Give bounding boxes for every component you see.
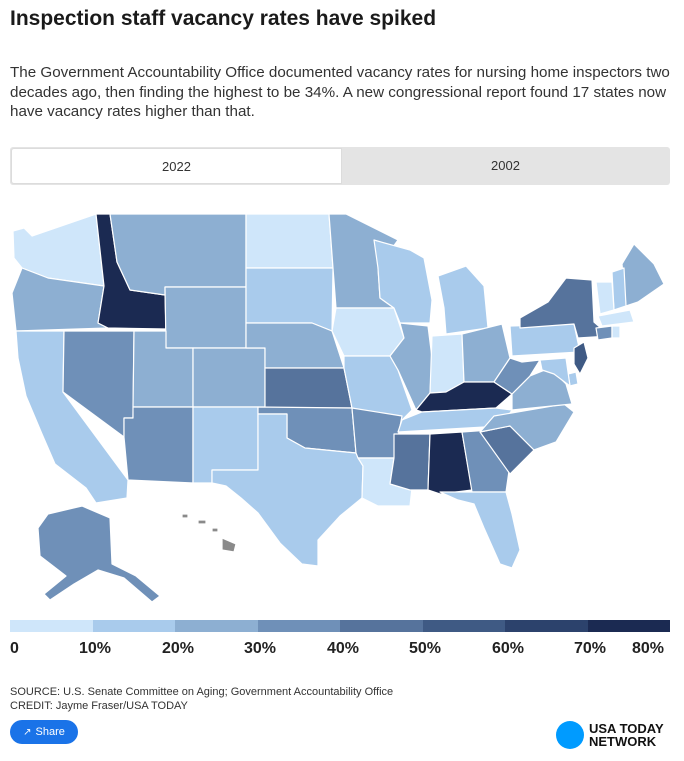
state-co[interactable] xyxy=(192,347,266,408)
state-ks[interactable] xyxy=(264,367,353,409)
legend-swatch-0 xyxy=(10,620,93,632)
state-ma[interactable] xyxy=(597,309,635,327)
legend-label-80: 80% xyxy=(632,640,665,657)
state-hi[interactable] xyxy=(181,513,237,553)
legend-swatch-7 xyxy=(587,620,670,632)
state-sd[interactable] xyxy=(245,267,334,332)
legend-label-40: 40% xyxy=(327,640,360,657)
state-wi[interactable] xyxy=(373,239,433,324)
state-ms[interactable] xyxy=(389,433,431,491)
state-ct[interactable] xyxy=(595,325,613,341)
chart-subtitle: The Government Accountability Office doc… xyxy=(10,64,670,120)
share-label: Share xyxy=(35,726,65,738)
logo-text: USA TODAY NETWORK xyxy=(589,721,664,749)
us-vacancy-map xyxy=(11,213,665,603)
legend-color-scale xyxy=(10,620,670,632)
tab-2022[interactable]: 2022 xyxy=(12,149,341,183)
legend-swatch-2 xyxy=(175,620,258,632)
legend-label-70: 70% xyxy=(574,640,607,657)
state-az[interactable] xyxy=(123,406,194,484)
chart-title: Inspection staff vacancy rates have spik… xyxy=(10,7,437,30)
share-icon: ↗ xyxy=(23,727,32,738)
state-ri[interactable] xyxy=(611,325,621,339)
state-nj[interactable] xyxy=(573,341,589,375)
state-fl[interactable] xyxy=(439,491,521,569)
legend-label-0: 0 xyxy=(10,640,19,657)
legend-swatch-1 xyxy=(92,620,175,632)
logo-circle-icon xyxy=(556,721,584,749)
legend-label-20: 20% xyxy=(162,640,195,657)
legend-swatch-6 xyxy=(505,620,588,632)
legend-swatch-5 xyxy=(422,620,505,632)
credit-text: CREDIT: Jayme Fraser/USA TODAY xyxy=(10,700,188,712)
state-tx[interactable] xyxy=(211,413,364,567)
legend-label-30: 30% xyxy=(244,640,277,657)
state-ia[interactable] xyxy=(331,307,405,357)
state-me[interactable] xyxy=(621,243,665,307)
state-pa[interactable] xyxy=(509,323,581,357)
state-md[interactable] xyxy=(539,357,571,387)
state-nc[interactable] xyxy=(479,403,575,451)
legend-label-10: 10% xyxy=(79,640,112,657)
tab-2002[interactable]: 2002 xyxy=(491,158,520,173)
legend-swatch-4 xyxy=(340,620,423,632)
legend-swatch-3 xyxy=(257,620,340,632)
source-text: SOURCE: U.S. Senate Committee on Aging; … xyxy=(10,686,394,698)
source-credit: SOURCE: U.S. Senate Committee on Aging; … xyxy=(10,685,393,713)
legend-label-60: 60% xyxy=(492,640,525,657)
year-tabs: 2022 2002 xyxy=(10,147,670,185)
state-nd[interactable] xyxy=(245,213,334,269)
state-vt[interactable] xyxy=(595,281,615,315)
state-mt[interactable] xyxy=(109,213,247,296)
legend-label-50: 50% xyxy=(409,640,442,657)
share-button[interactable]: ↗ Share xyxy=(10,720,78,744)
state-wy[interactable] xyxy=(164,286,247,349)
state-ak[interactable] xyxy=(37,505,161,603)
state-mi[interactable] xyxy=(437,265,489,335)
